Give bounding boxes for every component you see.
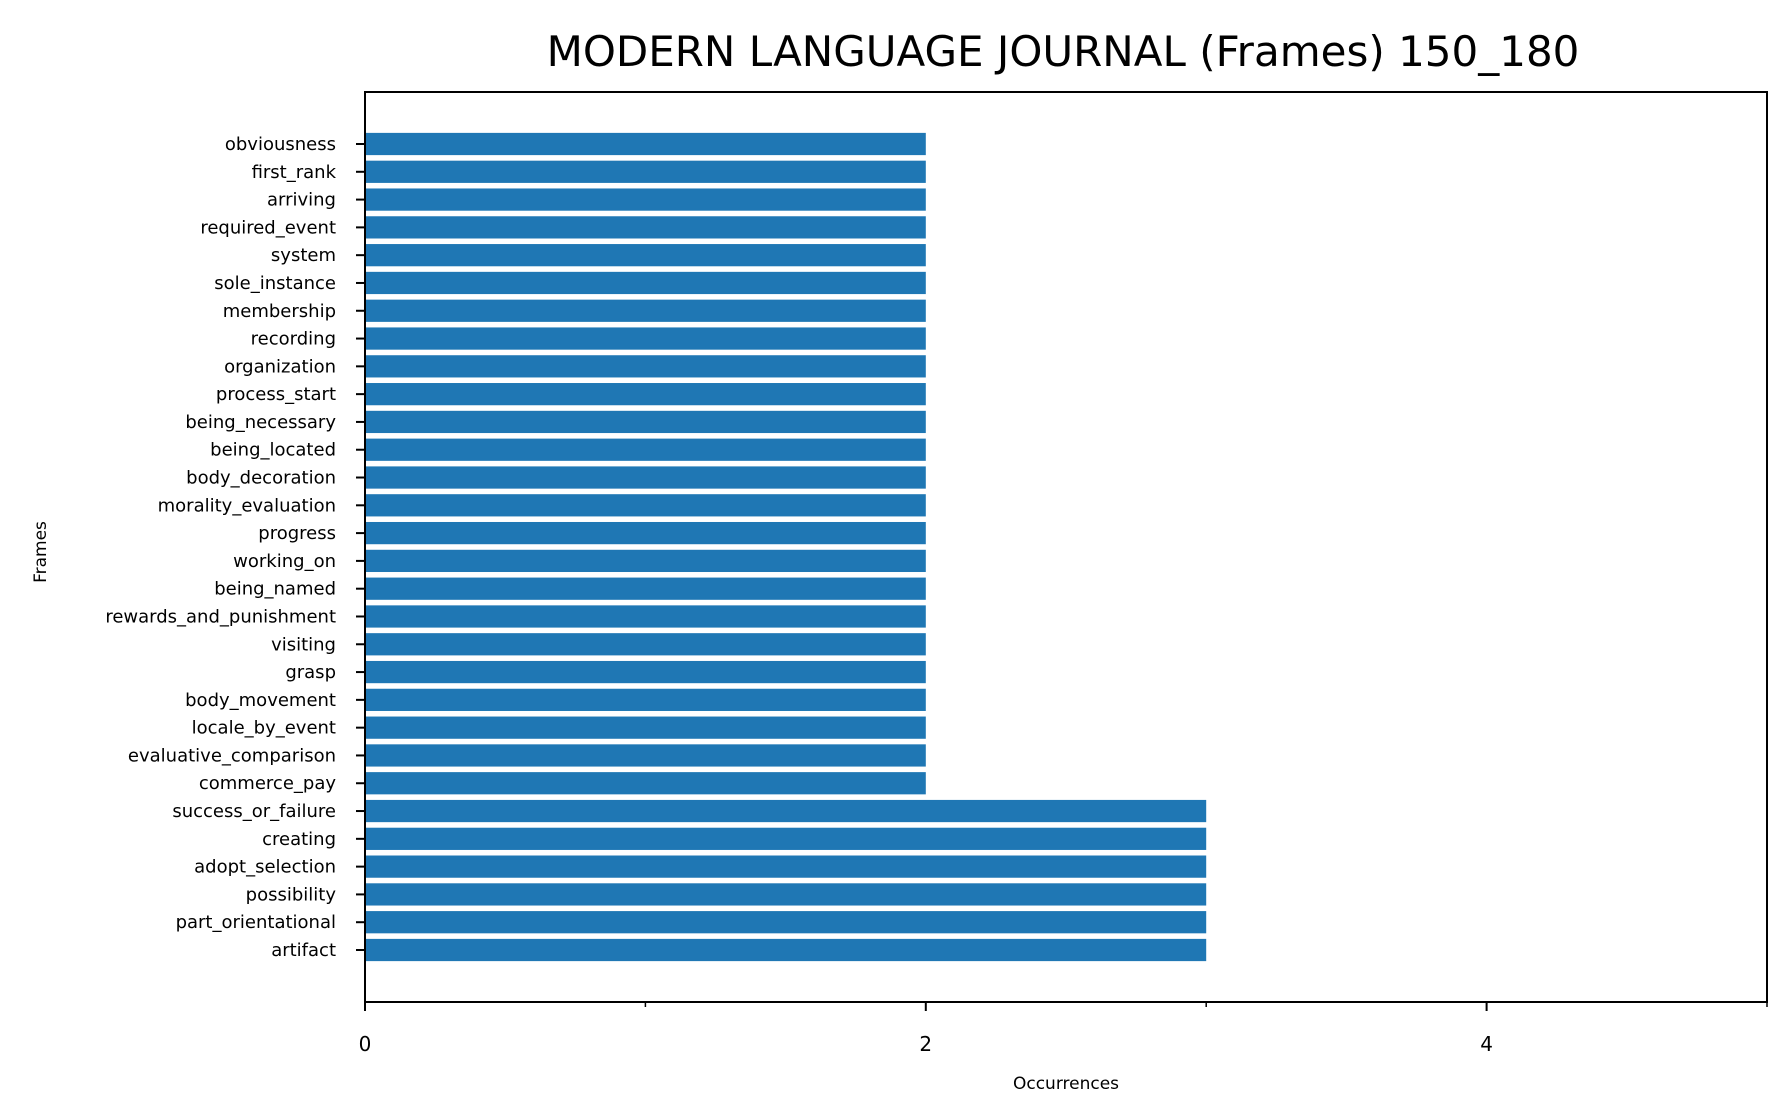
y-tick-label: evaluative_comparison xyxy=(128,745,336,766)
y-tick-label: progress xyxy=(258,523,336,544)
bar-progress xyxy=(365,521,926,545)
y-tick-label: process_start xyxy=(216,384,336,405)
y-tick-label: possibility xyxy=(246,884,337,905)
bar-first-rank xyxy=(365,160,926,183)
bar-process-start xyxy=(365,383,926,406)
y-tick-label: morality_evaluation xyxy=(158,495,336,516)
chart-title: MODERN LANGUAGE JOURNAL (Frames) 150_180 xyxy=(547,27,1580,76)
bar-artifact xyxy=(365,938,1207,962)
bar-arriving xyxy=(365,188,926,211)
bar-system xyxy=(365,244,926,267)
bar-being-necessary xyxy=(365,410,926,434)
ticks-group: obviousness first_rank arriving required_ev… xyxy=(105,134,1768,1056)
y-tick-label: organization xyxy=(224,356,336,377)
y-tick-label: arriving xyxy=(267,190,336,211)
bar-commerce-pay xyxy=(365,772,926,795)
y-tick-label: artifact xyxy=(271,940,336,961)
y-tick-label: rewards_and_punishment xyxy=(105,606,336,627)
bar-working-on xyxy=(365,549,926,573)
bar-body-decoration xyxy=(365,466,926,489)
y-axis-label: Frames xyxy=(31,521,51,583)
x-tick-label: 0 xyxy=(359,1032,372,1056)
bar-being-located xyxy=(365,438,926,461)
y-tick-label: body_decoration xyxy=(186,468,336,489)
y-tick-label: being_necessary xyxy=(185,412,336,433)
bar-morality-evaluation xyxy=(365,494,926,517)
y-tick-label: system xyxy=(271,245,336,266)
bar-being-named xyxy=(365,577,926,600)
y-tick-label: first_rank xyxy=(252,162,337,183)
bar-body-movement xyxy=(365,688,926,711)
bar-required-event xyxy=(365,216,926,239)
bar-locale-by-event xyxy=(365,716,926,739)
bar-rewards-and-punishment xyxy=(365,605,926,628)
y-tick-label: part_orientational xyxy=(176,912,336,933)
y-tick-label: creating xyxy=(262,829,336,850)
bars-group xyxy=(365,132,1207,962)
y-tick-label: visiting xyxy=(271,634,336,655)
y-tick-label: locale_by_event xyxy=(192,718,336,739)
x-tick-label: 2 xyxy=(919,1032,932,1056)
bar-possibility xyxy=(365,883,1207,906)
bar-organization xyxy=(365,355,926,378)
bar-obviousness xyxy=(365,132,926,156)
y-tick-label: working_on xyxy=(233,551,336,572)
y-tick-label: sole_instance xyxy=(214,273,336,294)
x-axis-label: Occurrences xyxy=(1013,1074,1119,1094)
bar-success-or-failure xyxy=(365,799,1207,823)
y-tick-label: membership xyxy=(223,301,336,322)
y-tick-label: commerce_pay xyxy=(199,773,336,794)
bar-membership xyxy=(365,299,926,322)
y-tick-label: grasp xyxy=(285,662,336,683)
y-tick-label: being_named xyxy=(214,579,336,600)
y-tick-label: success_or_failure xyxy=(172,801,336,822)
bar-evaluative-comparison xyxy=(365,744,926,767)
bar-adopt-selection xyxy=(365,855,1207,878)
bar-recording xyxy=(365,327,926,350)
bar-sole-instance xyxy=(365,271,926,295)
bar-visiting xyxy=(365,633,926,656)
x-tick-label: 4 xyxy=(1480,1032,1493,1056)
y-tick-label: adopt_selection xyxy=(194,857,336,878)
y-tick-label: required_event xyxy=(200,217,336,238)
y-tick-label: obviousness xyxy=(225,134,336,155)
bar-part-orientational xyxy=(365,911,1207,934)
bar-grasp xyxy=(365,660,926,684)
plot-frame xyxy=(364,91,1768,1003)
bar-creating xyxy=(365,827,1207,850)
y-tick-label: recording xyxy=(251,329,336,350)
y-tick-label: being_located xyxy=(210,440,336,461)
y-tick-label: body_movement xyxy=(185,690,336,711)
